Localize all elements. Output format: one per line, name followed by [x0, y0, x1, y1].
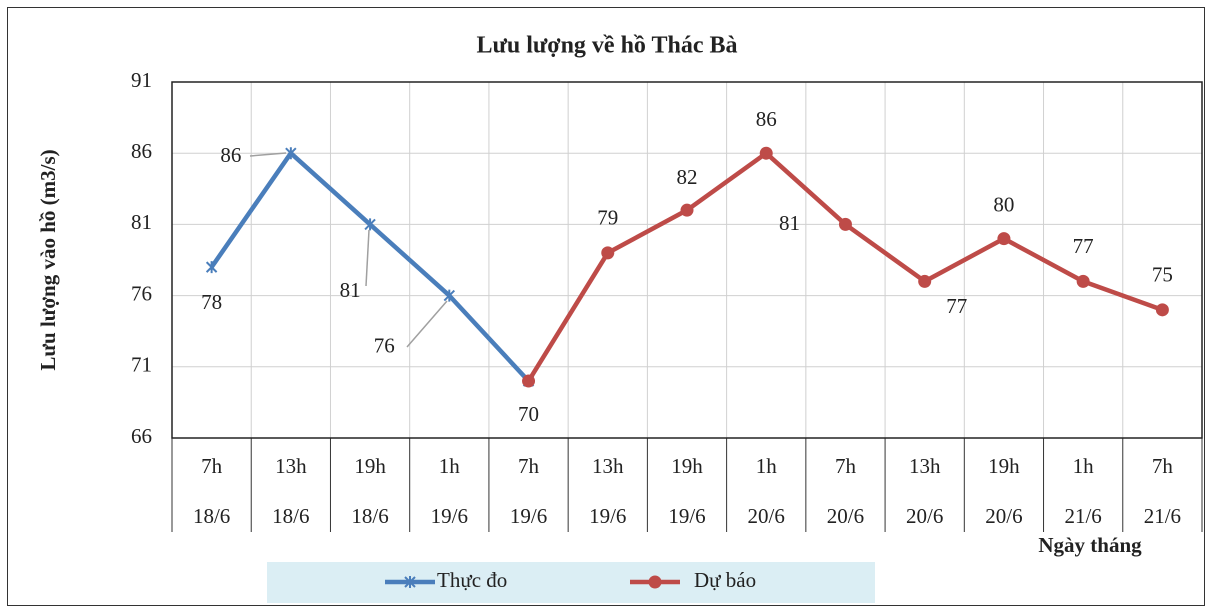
x-axis-title: Ngày tháng: [1038, 533, 1142, 557]
x-tick-label: 1h: [756, 454, 778, 478]
x-tick-label: 19/6: [668, 504, 705, 528]
data-label: 78: [201, 290, 222, 314]
x-tick-label: 19/6: [510, 504, 547, 528]
data-label: 79: [597, 206, 618, 230]
x-tick-label: 1h: [1073, 454, 1095, 478]
data-label: 76: [374, 333, 395, 357]
y-tick-label: 86: [131, 139, 152, 163]
y-tick-label: 66: [131, 424, 152, 448]
chart-title: Lưu lượng về hồ Thác Bà: [476, 33, 737, 59]
point: [997, 232, 1011, 246]
data-label: 81: [340, 278, 361, 302]
data-label: 86: [756, 107, 777, 131]
x-tick-label: 20/6: [985, 504, 1022, 528]
x-tick-label: 18/6: [193, 504, 230, 528]
point: [648, 575, 662, 589]
data-label: 86: [220, 143, 241, 167]
x-tick-label: 20/6: [748, 504, 785, 528]
legend-label: Dự báo: [694, 568, 756, 592]
point: [205, 261, 218, 274]
point: [1076, 274, 1090, 288]
leader-line: [249, 152, 287, 157]
x-tick-label: 7h: [201, 454, 223, 478]
point: [404, 576, 416, 588]
x-tick-label: 13h: [592, 454, 624, 478]
x-tick-label: 21/6: [1144, 504, 1181, 528]
data-label: 70: [518, 402, 539, 426]
x-tick-label: 19h: [671, 454, 703, 478]
x-tick-label: 7h: [1152, 454, 1174, 478]
point: [601, 246, 615, 260]
y-tick-label: 81: [131, 210, 152, 234]
x-tick-label: 21/6: [1064, 504, 1101, 528]
x-tick-label: 13h: [909, 454, 941, 478]
point: [1155, 303, 1169, 317]
x-tick-label: 7h: [835, 454, 857, 478]
point: [838, 217, 852, 231]
x-tick-label: 18/6: [272, 504, 309, 528]
leader-line: [365, 229, 370, 287]
x-tick-label: 7h: [518, 454, 540, 478]
y-tick-label: 91: [131, 68, 152, 92]
x-tick-label: 13h: [275, 454, 307, 478]
data-label: 82: [677, 165, 698, 189]
x-tick-label: 20/6: [906, 504, 943, 528]
data-label: 81: [779, 211, 800, 235]
x-tick-label: 19/6: [589, 504, 626, 528]
legend-label: Thực đo: [437, 568, 507, 592]
x-tick-label: 19/6: [431, 504, 468, 528]
data-label: 77: [946, 294, 967, 318]
leader-line: [406, 300, 448, 348]
data-label: 77: [1073, 234, 1094, 258]
plot-frame: [171, 81, 1203, 439]
x-tick-label: 1h: [439, 454, 461, 478]
x-tick-label: 19h: [354, 454, 386, 478]
point: [443, 289, 456, 302]
point: [680, 203, 694, 217]
x-tick-label: 19h: [988, 454, 1020, 478]
y-axis-title: Lưu lượng vào hồ (m3/s): [36, 149, 60, 370]
chart-border: [7, 7, 1205, 606]
data-label: 80: [993, 192, 1014, 216]
point: [364, 218, 376, 231]
point: [759, 146, 773, 160]
y-tick-label: 71: [131, 353, 152, 377]
y-tick-label: 76: [131, 281, 152, 305]
x-tick-label: 18/6: [351, 504, 388, 528]
point: [522, 374, 536, 388]
legend-box: [267, 562, 875, 603]
x-tick-label: 20/6: [827, 504, 864, 528]
point: [918, 274, 932, 288]
data-label: 75: [1152, 263, 1173, 287]
point: [285, 147, 297, 160]
